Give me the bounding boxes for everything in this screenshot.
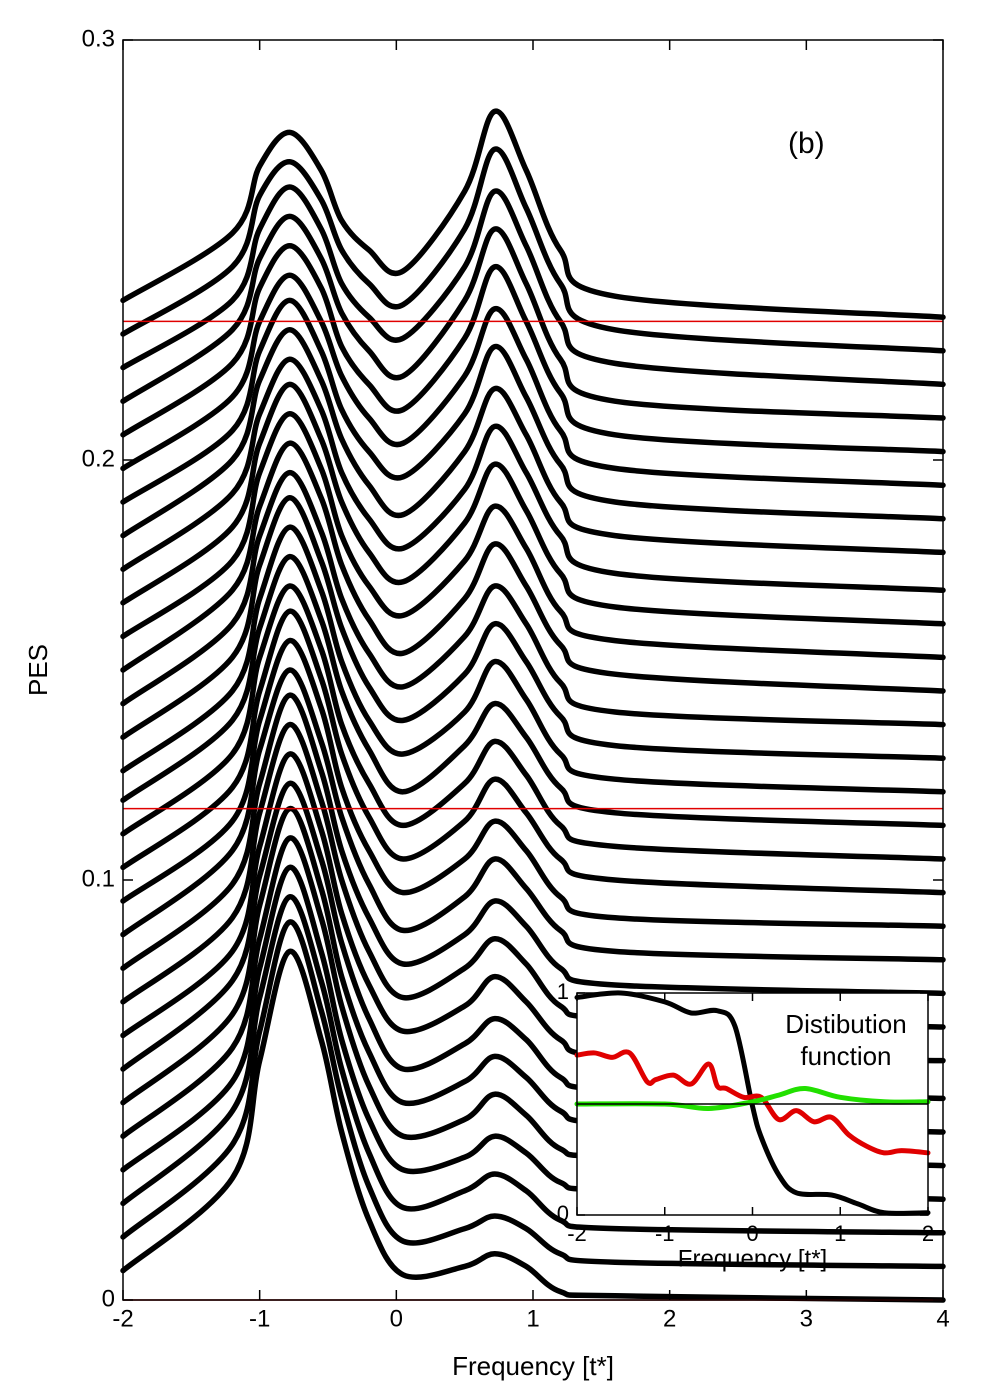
annotation: Distibution [785,1009,906,1039]
x-tick-label: 1 [834,1221,846,1246]
annotation: function [800,1041,891,1071]
curve [120,146,946,354]
x-tick-label: 2 [663,1305,676,1332]
curve [120,919,946,1270]
curve [120,469,946,728]
curve [120,608,946,896]
x-tick-label: 0 [746,1221,758,1246]
y-tick-label: 0 [102,1285,115,1312]
annotation: (b) [788,127,825,160]
curve [120,667,946,963]
x-tick-label: 1 [526,1305,539,1332]
y-axis-label: PES [23,644,53,696]
x-tick-label: -1 [655,1221,675,1246]
curve [120,327,946,556]
x-tick-label: -2 [567,1221,587,1246]
curve [120,213,946,421]
x-tick-label: 4 [936,1305,949,1332]
y-tick-label: 0.1 [82,865,115,892]
x-tick-label: 0 [390,1305,403,1332]
curve [120,780,946,1102]
curve [120,864,946,1202]
curve [120,524,946,795]
curve [120,495,946,761]
curve [120,411,946,661]
plot: -2 -1 0 1 2 3 4 0 0.1 0.2 0.3 Frequency [t*] PES (b) [23,25,950,1381]
curve [120,721,946,1030]
curve [120,381,946,627]
curve [120,297,946,522]
curve [574,1049,931,1156]
curve [120,894,946,1236]
x-tick-label: -1 [249,1305,270,1332]
y-tick-label: 0.3 [82,25,115,52]
curve [120,751,946,1064]
curve [120,583,946,862]
y-tick-label: 1 [557,979,569,1004]
curve [120,948,946,1303]
y-tick-label: 0 [557,1201,569,1226]
x-tick-label: -2 [112,1305,133,1332]
curve [120,356,946,593]
curve [120,108,946,320]
curve [120,553,946,829]
curve [120,805,946,1135]
curve [120,440,946,694]
x-tick-label: 2 [922,1221,934,1246]
curve [120,835,946,1169]
x-axis-label: Frequency [t*] [678,1245,827,1272]
y-tick-label: 0.2 [82,445,115,472]
plot: -2 -1 0 1 2 0 1 Frequency [t*] Distibutionfuncti… [557,979,934,1273]
x-tick-label: 3 [800,1305,813,1332]
curve [120,243,946,455]
curve [120,637,946,929]
curve [574,990,931,1216]
x-axis-label: Frequency [t*] [452,1351,614,1381]
curve [120,184,946,388]
curve [120,692,946,997]
